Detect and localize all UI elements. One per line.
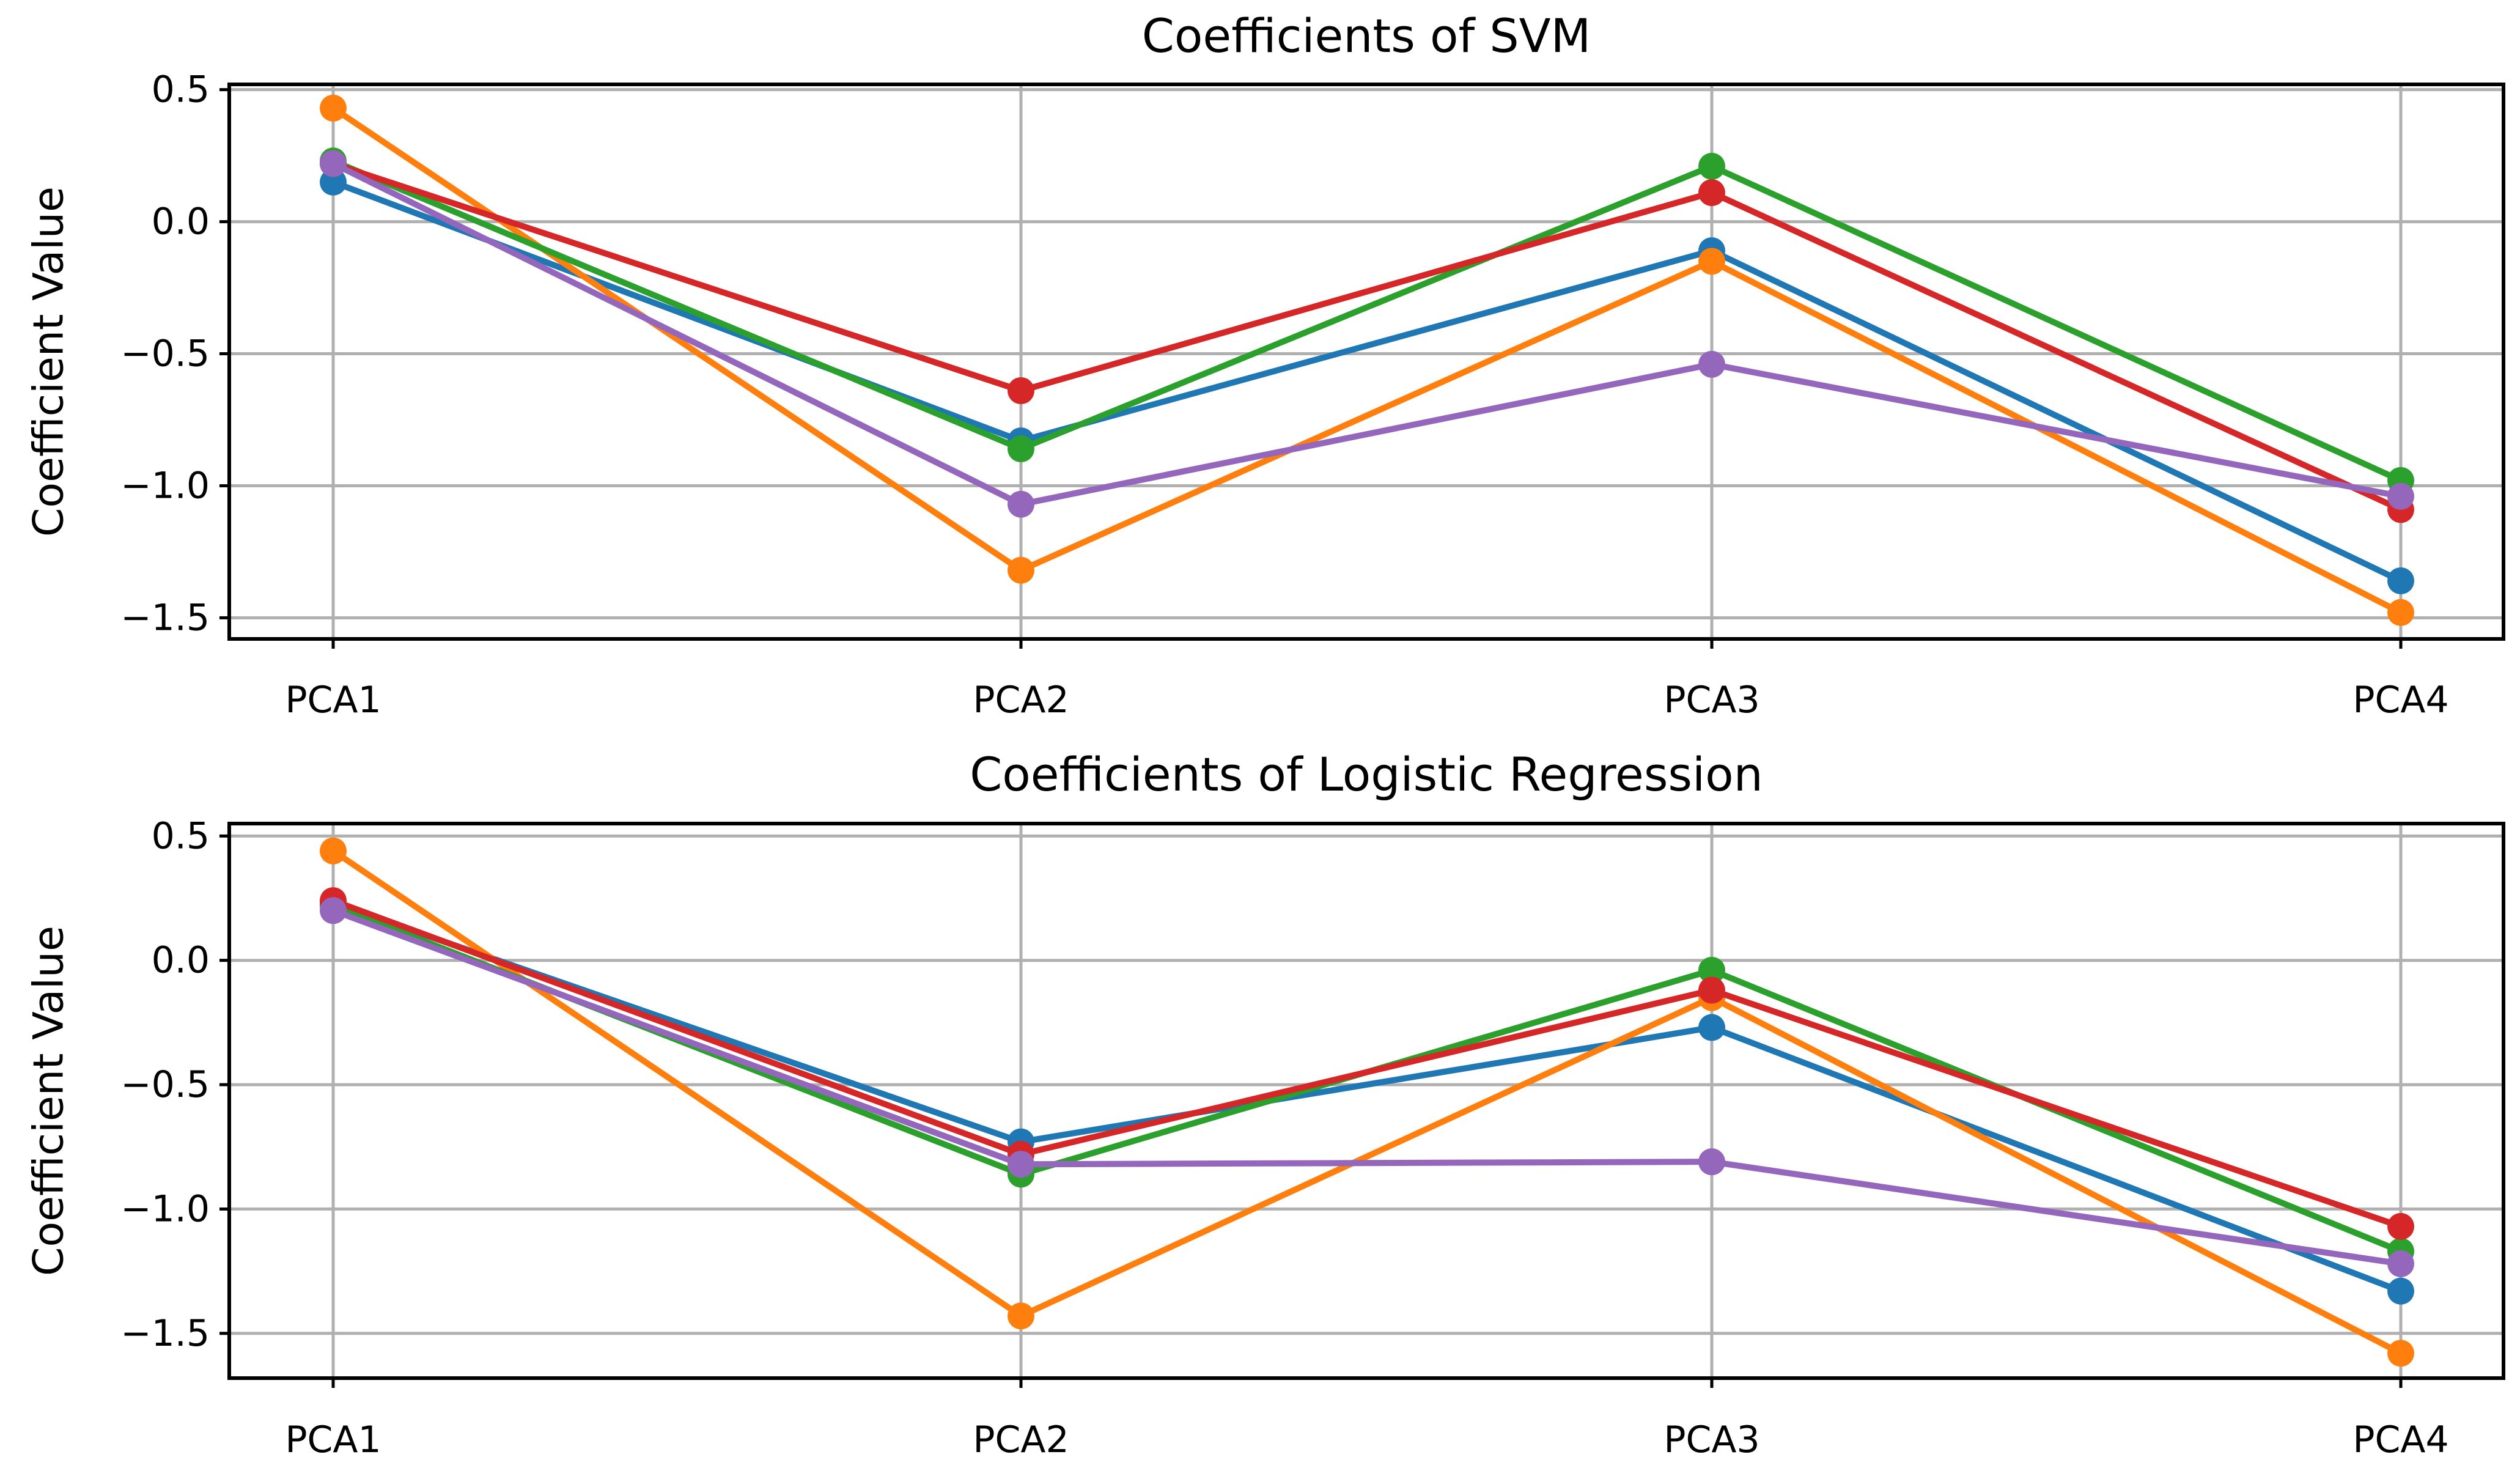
- chart-title: Coefficients of SVM: [1142, 9, 1591, 63]
- data-point: [1698, 152, 1725, 180]
- series-series-4: [320, 150, 2414, 523]
- x-tick-label-pca3: PCA3: [1663, 1418, 1759, 1461]
- series-series-1: [320, 890, 2414, 1305]
- grid: [229, 824, 2503, 1378]
- data-point: [1698, 976, 1725, 1004]
- series-line: [330, 898, 2404, 1230]
- series-line: [330, 158, 2404, 484]
- y-tick-label: 0.5: [152, 68, 210, 111]
- series-series-4: [320, 887, 2414, 1240]
- y-axis-label: Coefficient Value: [25, 926, 73, 1276]
- x-tick-label-pca2: PCA2: [973, 679, 1069, 721]
- y-tick-label: −1.0: [120, 464, 210, 507]
- series-series-1: [320, 168, 2414, 594]
- y-axis-label: Coefficient Value: [25, 186, 73, 537]
- data-point: [1008, 1302, 1034, 1330]
- data-point: [1698, 1148, 1725, 1176]
- data-point: [1698, 1014, 1725, 1041]
- x-tick-label-pca2: PCA2: [973, 1418, 1069, 1461]
- series-line: [330, 160, 2404, 507]
- data-point: [2387, 1340, 2414, 1367]
- logistic-regression-coefficients-chart: 0.5 0.0 −0.5 −1.0 −1.5 PCA1 PCA2 PCA3 PCA4 Coeffi…: [25, 747, 2505, 1461]
- series-line: [330, 105, 2404, 616]
- data-point: [1698, 350, 1725, 378]
- data-point: [1008, 1151, 1034, 1178]
- series-series-5: [320, 150, 2414, 518]
- x-tick-label-pca4: PCA4: [2352, 679, 2448, 721]
- series-line: [330, 847, 2404, 1357]
- x-tick-label-pca4: PCA4: [2352, 1418, 2448, 1461]
- series-line: [330, 900, 2404, 1294]
- x-tick-label-pca1: PCA1: [285, 1418, 381, 1461]
- series-line: [330, 160, 2404, 513]
- data-point: [2387, 567, 2414, 594]
- y-tick-label: 0.0: [152, 201, 210, 243]
- series-series-5: [320, 897, 2414, 1277]
- data-point: [2387, 1277, 2414, 1305]
- series-series-3: [320, 147, 2414, 494]
- axes-frame: [227, 83, 2505, 641]
- y-tick-label: 0.5: [152, 814, 210, 857]
- data-point: [1698, 956, 1725, 984]
- data-point: [320, 94, 347, 122]
- x-tick-label-pca1: PCA1: [285, 679, 381, 721]
- series-series-2: [320, 94, 2414, 626]
- x-tick-label-pca3: PCA3: [1663, 679, 1759, 721]
- data-point: [2387, 1250, 2414, 1277]
- data-point: [320, 897, 347, 924]
- y-tick-label: −1.0: [120, 1187, 210, 1230]
- data-point: [1698, 248, 1725, 275]
- data-point: [320, 168, 347, 196]
- y-tick-label: −1.5: [120, 596, 210, 639]
- grid: [229, 84, 2503, 639]
- data-point: [2387, 482, 2414, 510]
- svm-coefficients-chart: 0.5 0.0 −0.5 −1.0 −1.5 PCA1 PCA2 PCA3 PCA4 Coeffi…: [25, 9, 2505, 721]
- data-point: [2387, 599, 2414, 626]
- data-point: [2387, 1212, 2414, 1240]
- data-point: [320, 837, 347, 865]
- chart-title: Coefficients of Logistic Regression: [970, 747, 1763, 802]
- data-point: [320, 150, 347, 177]
- y-tick-label: −0.5: [120, 1063, 210, 1106]
- y-tick-label: −1.5: [120, 1312, 210, 1355]
- axes-frame: [227, 822, 2505, 1380]
- y-tick-label: 0.0: [152, 939, 210, 982]
- data-point: [1698, 179, 1725, 207]
- series-line: [330, 907, 2404, 1267]
- series-line: [330, 902, 2404, 1255]
- y-tick-label: −0.5: [120, 333, 210, 375]
- data-point: [1008, 556, 1034, 584]
- series-line: [330, 179, 2404, 584]
- data-point: [1008, 377, 1034, 405]
- data-point: [1008, 435, 1034, 463]
- data-point: [1008, 490, 1034, 518]
- series-series-2: [320, 837, 2414, 1367]
